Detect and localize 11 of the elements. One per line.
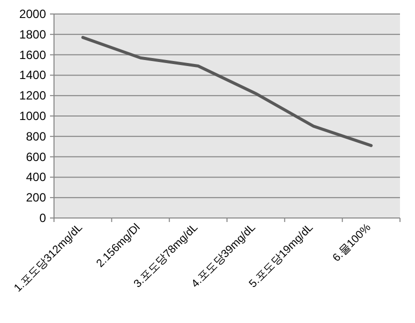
y-tick-label: 1000 xyxy=(19,109,46,123)
y-tick-label: 1400 xyxy=(19,68,46,82)
y-tick-label: 1800 xyxy=(19,27,46,42)
y-tick-label: 600 xyxy=(26,150,46,164)
y-tick-label: 200 xyxy=(26,190,46,205)
y-tick-label: 1600 xyxy=(19,48,46,62)
y-tick-label: 800 xyxy=(26,129,46,144)
y-tick-label: 0 xyxy=(39,211,46,225)
y-tick-label: 1200 xyxy=(19,88,46,103)
y-tick-label: 2000 xyxy=(19,7,46,21)
y-tick-label: 400 xyxy=(26,170,46,184)
